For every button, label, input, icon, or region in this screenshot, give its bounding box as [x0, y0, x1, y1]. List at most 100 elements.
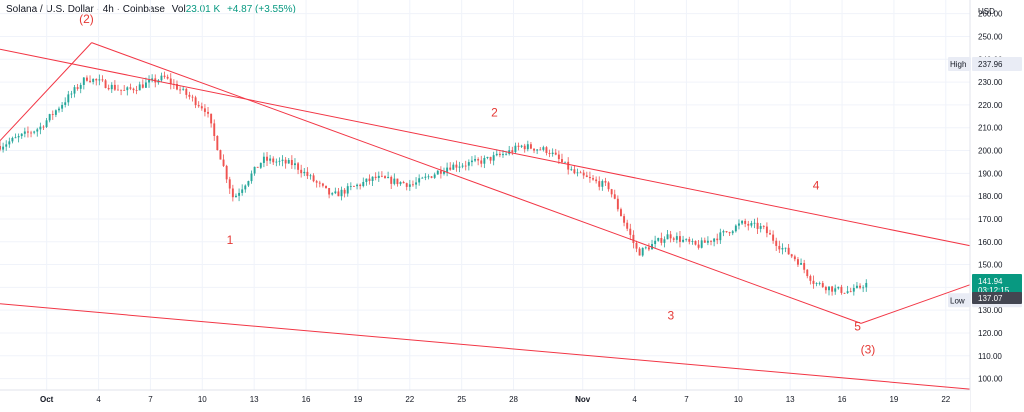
- candle-body: [809, 276, 812, 281]
- candle-body: [82, 77, 85, 85]
- time-tick-label: 25: [457, 395, 466, 404]
- price-tick-label: 120.00: [978, 329, 1003, 338]
- time-tick-label: 22: [941, 395, 950, 404]
- candle-body: [443, 171, 445, 174]
- candle-body: [713, 238, 716, 242]
- candle-body: [247, 181, 250, 186]
- candle-body: [393, 178, 396, 184]
- candle-body: [427, 176, 430, 178]
- candle-body: [592, 178, 594, 180]
- candle-body: [17, 136, 20, 138]
- candle-body: [191, 96, 194, 98]
- candle-body: [793, 256, 796, 260]
- candle-body: [657, 237, 660, 241]
- candle-body: [570, 169, 573, 171]
- candle-body: [514, 145, 517, 153]
- candle-body: [95, 78, 98, 81]
- candle-body: [238, 192, 241, 196]
- candle-body: [604, 181, 607, 183]
- candle-body: [169, 78, 172, 84]
- time-axis[interactable]: Oct 4 7 10 13 16 19 22 25 28 Nov 4 7 10 13 16 19 22: [0, 389, 970, 412]
- price-tick-label: 250.00: [978, 32, 1003, 41]
- candle-body: [318, 182, 321, 184]
- candle-body: [828, 286, 830, 291]
- candle-body: [834, 288, 837, 292]
- candle-body: [374, 176, 377, 178]
- candle-body: [325, 185, 327, 189]
- candle-body: [290, 159, 293, 166]
- trendline: [91, 42, 862, 324]
- candle-body: [225, 165, 228, 180]
- candle-body: [551, 152, 554, 154]
- candle-body: [349, 186, 352, 187]
- candle-body: [235, 195, 237, 198]
- candle-body: [610, 189, 613, 195]
- candle-body: [272, 158, 275, 163]
- candle-body: [470, 160, 473, 163]
- candle-body: [706, 240, 709, 243]
- candle-body: [815, 283, 818, 284]
- candle-body: [228, 179, 231, 189]
- candle-body: [458, 166, 461, 168]
- candle-body: [362, 181, 365, 187]
- candle-body: [719, 232, 722, 241]
- candle-body: [337, 191, 340, 197]
- candle-body: [64, 102, 67, 105]
- candle-body: [200, 106, 203, 109]
- candle-body: [126, 87, 129, 91]
- candle-body: [58, 108, 60, 111]
- candle-body: [405, 183, 408, 187]
- price-tick-label: 110.00: [978, 352, 1002, 361]
- high-value: 237.96: [978, 60, 1003, 69]
- candle-body: [287, 159, 290, 164]
- time-tick-label: 28: [509, 395, 518, 404]
- candle-body: [163, 75, 166, 77]
- candle-body: [564, 161, 567, 163]
- candle-body: [480, 160, 483, 164]
- candle-body: [293, 163, 296, 166]
- wave-label: 2: [491, 105, 498, 119]
- price-tick-label: 180.00: [978, 192, 1003, 201]
- candle-body: [371, 176, 374, 181]
- price-tick-label: 220.00: [978, 101, 1003, 110]
- time-tick-label: Oct: [40, 395, 54, 404]
- price-tick-label: 100.00: [978, 375, 1003, 384]
- candle-body: [865, 282, 868, 288]
- candle-body: [197, 105, 200, 107]
- candle-body: [529, 144, 532, 149]
- candle-body: [321, 183, 324, 186]
- time-tick-label: 19: [353, 395, 362, 404]
- candle-body: [688, 239, 691, 242]
- candle-body: [818, 283, 821, 284]
- candle-body: [185, 88, 188, 95]
- price-tick-label: 190.00: [978, 169, 1003, 178]
- candle-body: [244, 185, 247, 190]
- candle-body: [796, 259, 799, 265]
- high-tag: [948, 56, 971, 71]
- candle-body: [399, 182, 402, 185]
- time-tick-label: 13: [250, 395, 259, 404]
- candle-body: [750, 223, 753, 226]
- candle-body: [387, 176, 390, 179]
- candle-body: [840, 286, 843, 293]
- candle-body: [747, 223, 750, 226]
- candle-body: [8, 141, 11, 145]
- candle-body: [151, 78, 154, 80]
- prev-close-badge: [972, 292, 1022, 305]
- interval[interactable]: 4h: [102, 4, 114, 15]
- candle-body: [42, 126, 45, 128]
- candle-body: [561, 159, 563, 163]
- candle-body: [812, 280, 815, 284]
- symbol-name[interactable]: Solana / U.S. Dollar: [6, 4, 94, 15]
- candle-body: [141, 84, 144, 88]
- candle-body: [117, 89, 119, 91]
- candle-body: [567, 161, 570, 170]
- candle-body: [700, 240, 703, 248]
- grid: [0, 0, 970, 390]
- candle-body: [573, 169, 576, 174]
- wave-labels: (2) 1 2 3 4 5(3): [79, 12, 875, 357]
- candle-body: [231, 188, 234, 198]
- candle-body: [598, 181, 601, 187]
- candle-body: [483, 157, 486, 164]
